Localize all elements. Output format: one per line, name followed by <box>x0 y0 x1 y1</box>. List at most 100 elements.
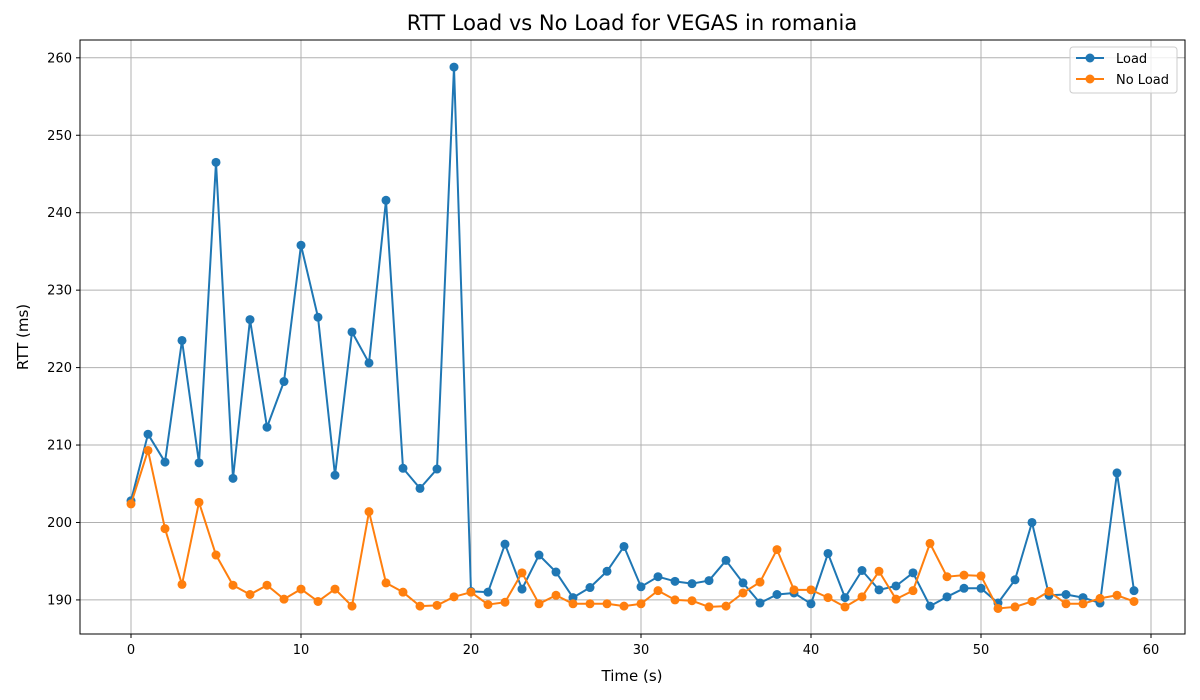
chart-title: RTT Load vs No Load for VEGAS in romania <box>407 11 857 35</box>
data-point-load <box>500 539 510 549</box>
data-point-no-load <box>1010 602 1020 612</box>
data-point-load <box>687 579 697 589</box>
data-point-no-load <box>891 594 901 604</box>
data-point-no-load <box>619 601 629 611</box>
data-point-load <box>534 550 544 560</box>
data-point-no-load <box>500 597 510 607</box>
data-point-no-load <box>245 590 255 600</box>
data-point-load <box>483 587 493 597</box>
data-point-load <box>330 470 340 480</box>
data-point-load <box>1010 575 1020 585</box>
data-point-load <box>381 195 391 205</box>
data-point-no-load <box>1044 586 1054 596</box>
x-tick-label: 30 <box>633 643 650 658</box>
data-point-no-load <box>670 595 680 605</box>
data-point-no-load <box>1095 593 1105 603</box>
legend-label-no-load: No Load <box>1116 73 1169 88</box>
data-point-load <box>857 565 867 575</box>
data-point-no-load <box>772 545 782 555</box>
data-point-no-load <box>364 507 374 517</box>
x-axis-label: Time (s) <box>601 667 663 685</box>
data-point-load <box>1112 468 1122 478</box>
x-tick-label: 0 <box>127 643 135 658</box>
data-point-load <box>755 598 765 608</box>
data-point-no-load <box>585 599 595 609</box>
data-point-load <box>840 593 850 603</box>
data-point-load <box>398 463 408 473</box>
data-point-no-load <box>313 596 323 606</box>
series-line-load <box>130 66 1135 608</box>
data-point-load <box>585 583 595 593</box>
data-point-no-load <box>534 599 544 609</box>
y-axis-label: RTT (ms) <box>14 304 32 370</box>
data-point-no-load <box>908 586 918 596</box>
data-point-load <box>874 585 884 595</box>
data-point-no-load <box>347 601 357 611</box>
data-point-no-load <box>602 599 612 609</box>
data-point-load <box>415 483 425 493</box>
y-tick-label: 190 <box>47 593 72 608</box>
data-point-load <box>602 566 612 576</box>
data-point-load <box>704 576 714 586</box>
data-point-load <box>1129 586 1139 596</box>
series-layer <box>126 62 1139 613</box>
data-point-load <box>1061 590 1071 600</box>
data-point-no-load <box>1112 590 1122 600</box>
data-point-load <box>636 582 646 592</box>
data-point-load <box>772 590 782 600</box>
data-point-load <box>976 583 986 593</box>
series-load <box>126 62 1139 611</box>
data-point-load <box>1078 593 1088 603</box>
data-point-load <box>228 473 238 483</box>
data-point-no-load <box>568 599 578 609</box>
data-point-no-load <box>398 587 408 597</box>
legend: Load No Load <box>1069 46 1178 94</box>
data-point-no-load <box>636 599 646 609</box>
data-point-load <box>942 592 952 602</box>
grid-lines <box>80 40 1185 634</box>
data-point-no-load <box>160 524 170 534</box>
y-tick-label: 240 <box>47 206 72 221</box>
data-point-no-load <box>432 600 442 610</box>
x-tick-label: 10 <box>293 643 310 658</box>
y-tick-label: 230 <box>47 284 72 299</box>
data-point-load <box>959 583 969 593</box>
data-point-no-load <box>993 603 1003 613</box>
data-point-no-load <box>483 600 493 610</box>
data-point-load <box>653 572 663 582</box>
y-axis-ticks: 190 200 210 220 230 240 250 260 <box>47 51 80 608</box>
data-point-no-load <box>806 585 816 595</box>
data-point-no-load <box>177 579 187 589</box>
y-tick-label: 220 <box>47 361 72 376</box>
data-point-no-load <box>704 602 714 612</box>
data-point-no-load <box>823 593 833 603</box>
data-point-no-load <box>279 594 289 604</box>
data-point-load <box>160 457 170 467</box>
data-point-no-load <box>721 601 731 611</box>
data-point-load <box>517 584 527 594</box>
data-point-no-load <box>1078 599 1088 609</box>
data-point-load <box>721 555 731 565</box>
data-point-load <box>211 157 221 167</box>
data-point-load <box>279 377 289 387</box>
data-point-load <box>245 315 255 325</box>
data-point-load <box>619 541 629 551</box>
data-point-load <box>568 593 578 603</box>
series-no-load <box>126 445 1139 613</box>
y-tick-label: 250 <box>47 129 72 144</box>
data-point-no-load <box>738 588 748 598</box>
data-point-load <box>262 422 272 432</box>
data-point-no-load <box>755 577 765 587</box>
legend-label-load: Load <box>1116 52 1147 67</box>
x-tick-label: 40 <box>803 643 820 658</box>
data-point-load <box>347 327 357 337</box>
data-point-no-load <box>126 499 136 509</box>
data-point-load <box>925 601 935 611</box>
data-point-no-load <box>874 566 884 576</box>
plot-frame <box>79 39 1186 635</box>
data-point-load <box>806 599 816 609</box>
data-point-load <box>551 567 561 577</box>
data-point-no-load <box>1129 596 1139 606</box>
x-tick-label: 50 <box>973 643 990 658</box>
